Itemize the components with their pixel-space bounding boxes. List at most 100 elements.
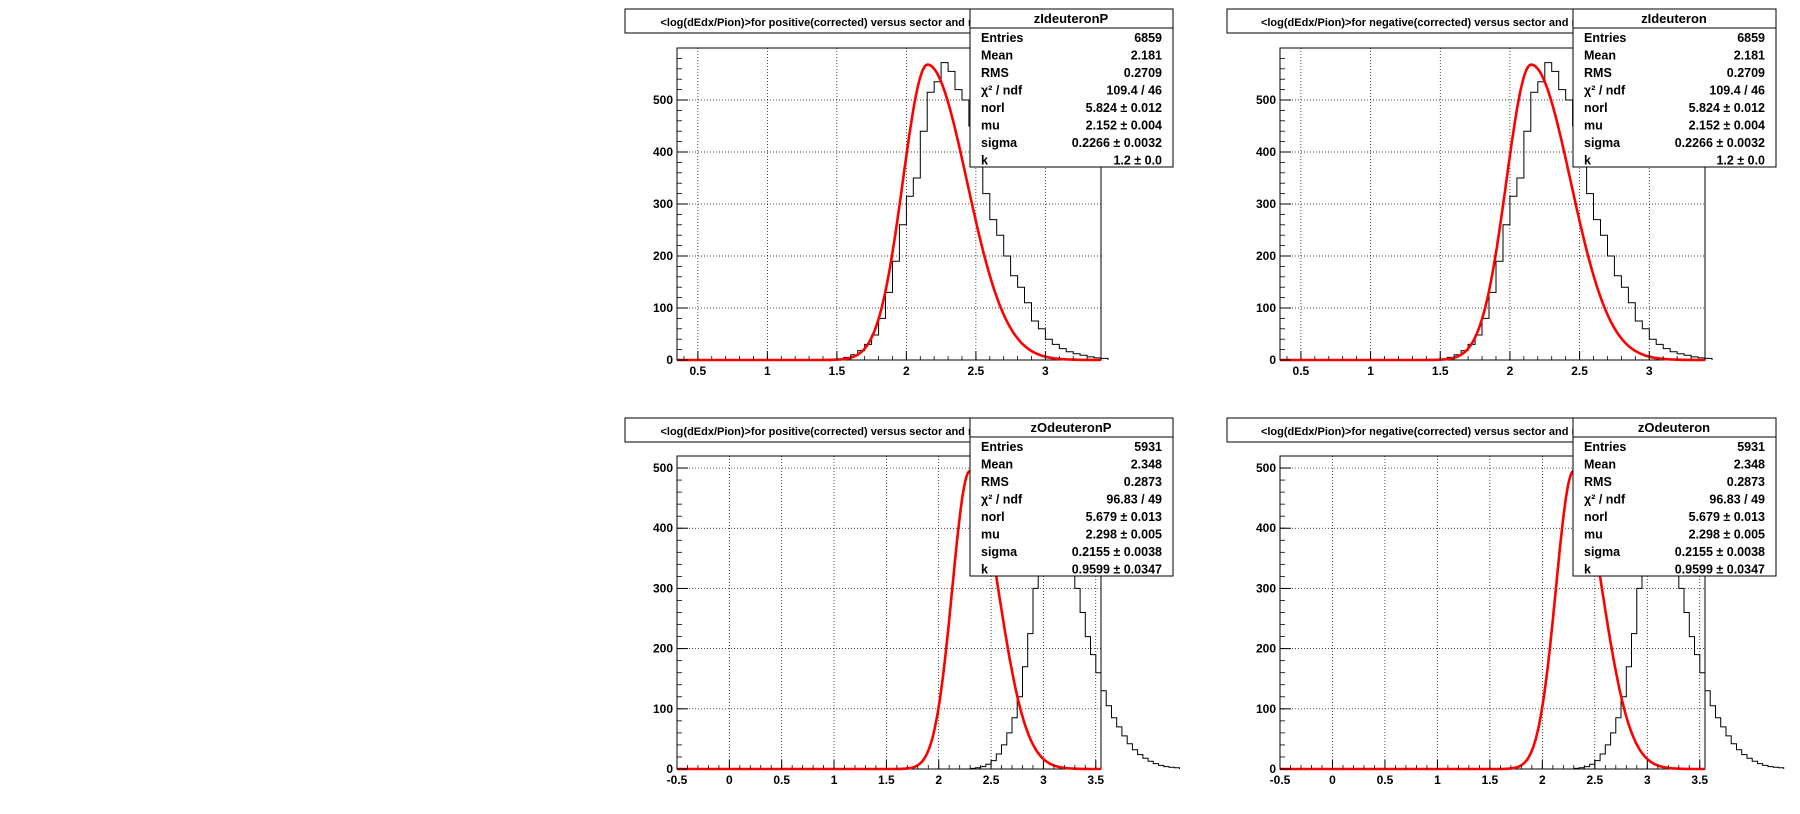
stat-label: Entries: [1584, 440, 1626, 454]
stats-box: zOdeuteronP Entries 5931 Mean 2.348 RMS 0.287…: [969, 417, 1174, 577]
stat-label: mu: [1584, 119, 1603, 133]
x-tick-label: 0.5: [690, 364, 707, 378]
stat-value: 6859: [1134, 31, 1162, 45]
stat-label: sigma: [1584, 136, 1621, 150]
y-tick-label: 100: [1256, 702, 1276, 716]
stat-value: 5.824 ± 0.012: [1086, 101, 1162, 115]
fit-function-line: [677, 63, 1101, 362]
plot-title: <log(dEdx/Pion)>for positive(corrected) …: [660, 426, 987, 438]
stat-label: RMS: [981, 475, 1009, 489]
stat-value: 0.9599 ± 0.0347: [1072, 563, 1162, 577]
stat-label: sigma: [981, 545, 1018, 559]
stat-label: sigma: [1584, 545, 1621, 559]
stats-rows: Entries 6859 Mean 2.181 RMS 0.2709 χ² / ndf 109…: [1584, 31, 1765, 168]
stat-label: RMS: [981, 66, 1009, 80]
stats-box: zIdeuteronP Entries 6859 Mean 2.181 RMS 0.270…: [969, 8, 1174, 168]
x-tick-label: 3: [1042, 364, 1049, 378]
stat-value: 5.679 ± 0.013: [1689, 510, 1765, 524]
stat-value: 2.348: [1131, 458, 1162, 472]
stat-value: 109.4 / 46: [1709, 84, 1765, 98]
y-tick-label: 500: [653, 93, 673, 107]
stat-value: 2.298 ± 0.005: [1086, 528, 1162, 542]
x-tick-label: 2: [1539, 773, 1546, 787]
stat-value: 96.83 / 49: [1709, 493, 1765, 507]
x-tick-label: 1.5: [878, 773, 895, 787]
title-box: <log(dEdx/Pion)>for negative(corrected) …: [1226, 417, 1626, 443]
fit-function-line: [1280, 63, 1705, 362]
y-tick-label: 300: [653, 197, 673, 211]
stat-label: Entries: [1584, 31, 1626, 45]
x-tick-label: 1.5: [829, 364, 846, 378]
y-tick-label: 500: [1256, 93, 1276, 107]
fit-curve: [677, 469, 1101, 771]
x-tick-label: 1.5: [1482, 773, 1499, 787]
stat-label: χ² / ndf: [1584, 84, 1626, 98]
stat-value: 1.2 ± 0.0: [1716, 154, 1765, 168]
histogram-name: zOdeuteronP: [1031, 420, 1112, 435]
stat-value: 2.152 ± 0.004: [1086, 119, 1162, 133]
stat-value: 109.4 / 46: [1106, 84, 1162, 98]
stats-rows: Entries 5931 Mean 2.348 RMS 0.2873 χ² / ndf 96.…: [981, 440, 1162, 577]
stats-rows: Entries 5931 Mean 2.348 RMS 0.2873 χ² / ndf 96.…: [1584, 440, 1765, 577]
y-tick-label: 100: [1256, 301, 1276, 315]
stat-value: 0.2709: [1124, 66, 1162, 80]
stat-label: k: [1584, 563, 1591, 577]
stat-value: 2.298 ± 0.005: [1689, 528, 1765, 542]
y-tick-label: 200: [1256, 249, 1276, 263]
x-tick-label: 1: [1367, 364, 1374, 378]
y-tick-label: 400: [1256, 521, 1276, 535]
stat-label: mu: [981, 119, 1000, 133]
x-tick-label: 0: [726, 773, 733, 787]
stat-label: mu: [1584, 528, 1603, 542]
stat-value: 0.2873: [1727, 475, 1765, 489]
fit-curve: [677, 63, 1101, 362]
stat-value: 5.824 ± 0.012: [1689, 101, 1765, 115]
stats-box: zOdeuteron Entries 5931 Mean 2.348 RMS 0.2873…: [1572, 417, 1777, 577]
x-tick-label: 2.5: [983, 773, 1000, 787]
x-tick-label: 2: [1507, 364, 1514, 378]
axes: 0.5 1 1.5 2 2.5 3 0 100 200 300 400 500: [653, 47, 1102, 378]
stat-label: χ² / ndf: [1584, 493, 1626, 507]
title-box: <log(dEdx/Pion)>for negative(corrected) …: [1226, 8, 1626, 34]
x-tick-label: 2.5: [968, 364, 985, 378]
y-tick-label: 300: [1256, 581, 1276, 595]
histogram-name: zOdeuteron: [1638, 420, 1710, 435]
fit-curve: [1280, 63, 1705, 362]
stat-value: 0.9599 ± 0.0347: [1675, 563, 1765, 577]
stat-label: mu: [981, 528, 1000, 542]
stat-label: Mean: [1584, 458, 1616, 472]
stat-value: 0.2155 ± 0.0038: [1072, 545, 1162, 559]
stat-value: 5931: [1737, 440, 1765, 454]
stat-label: norl: [1584, 510, 1608, 524]
y-tick-label: 500: [1256, 461, 1276, 475]
stat-label: RMS: [1584, 66, 1612, 80]
stat-value: 2.181: [1734, 49, 1765, 63]
fit-function-line: [1280, 469, 1705, 771]
fit-curve: [1280, 469, 1705, 771]
x-tick-label: 1.5: [1432, 364, 1449, 378]
y-tick-label: 300: [1256, 197, 1276, 211]
stat-label: norl: [1584, 101, 1608, 115]
title-box: <log(dEdx/Pion)>for positive(corrected) …: [624, 417, 1024, 443]
y-tick-label: 200: [653, 642, 673, 656]
stat-label: k: [1584, 154, 1591, 168]
fit-function-line: [677, 469, 1101, 771]
plot-title: <log(dEdx/Pion)>for negative(corrected) …: [1261, 17, 1592, 29]
stat-value: 0.2266 ± 0.0032: [1072, 136, 1162, 150]
stat-value: 5931: [1134, 440, 1162, 454]
stat-label: RMS: [1584, 475, 1612, 489]
stat-value: 6859: [1737, 31, 1765, 45]
y-tick-label: 400: [653, 145, 673, 159]
stat-label: χ² / ndf: [981, 493, 1023, 507]
y-tick-label: 200: [653, 249, 673, 263]
x-tick-label: -0.5: [1270, 773, 1291, 787]
x-tick-label: 3.5: [1691, 773, 1708, 787]
x-tick-label: 0.5: [1377, 773, 1394, 787]
stat-label: Mean: [981, 458, 1013, 472]
y-tick-label: 0: [666, 762, 673, 776]
stat-label: χ² / ndf: [981, 84, 1023, 98]
stat-value: 2.152 ± 0.004: [1689, 119, 1765, 133]
